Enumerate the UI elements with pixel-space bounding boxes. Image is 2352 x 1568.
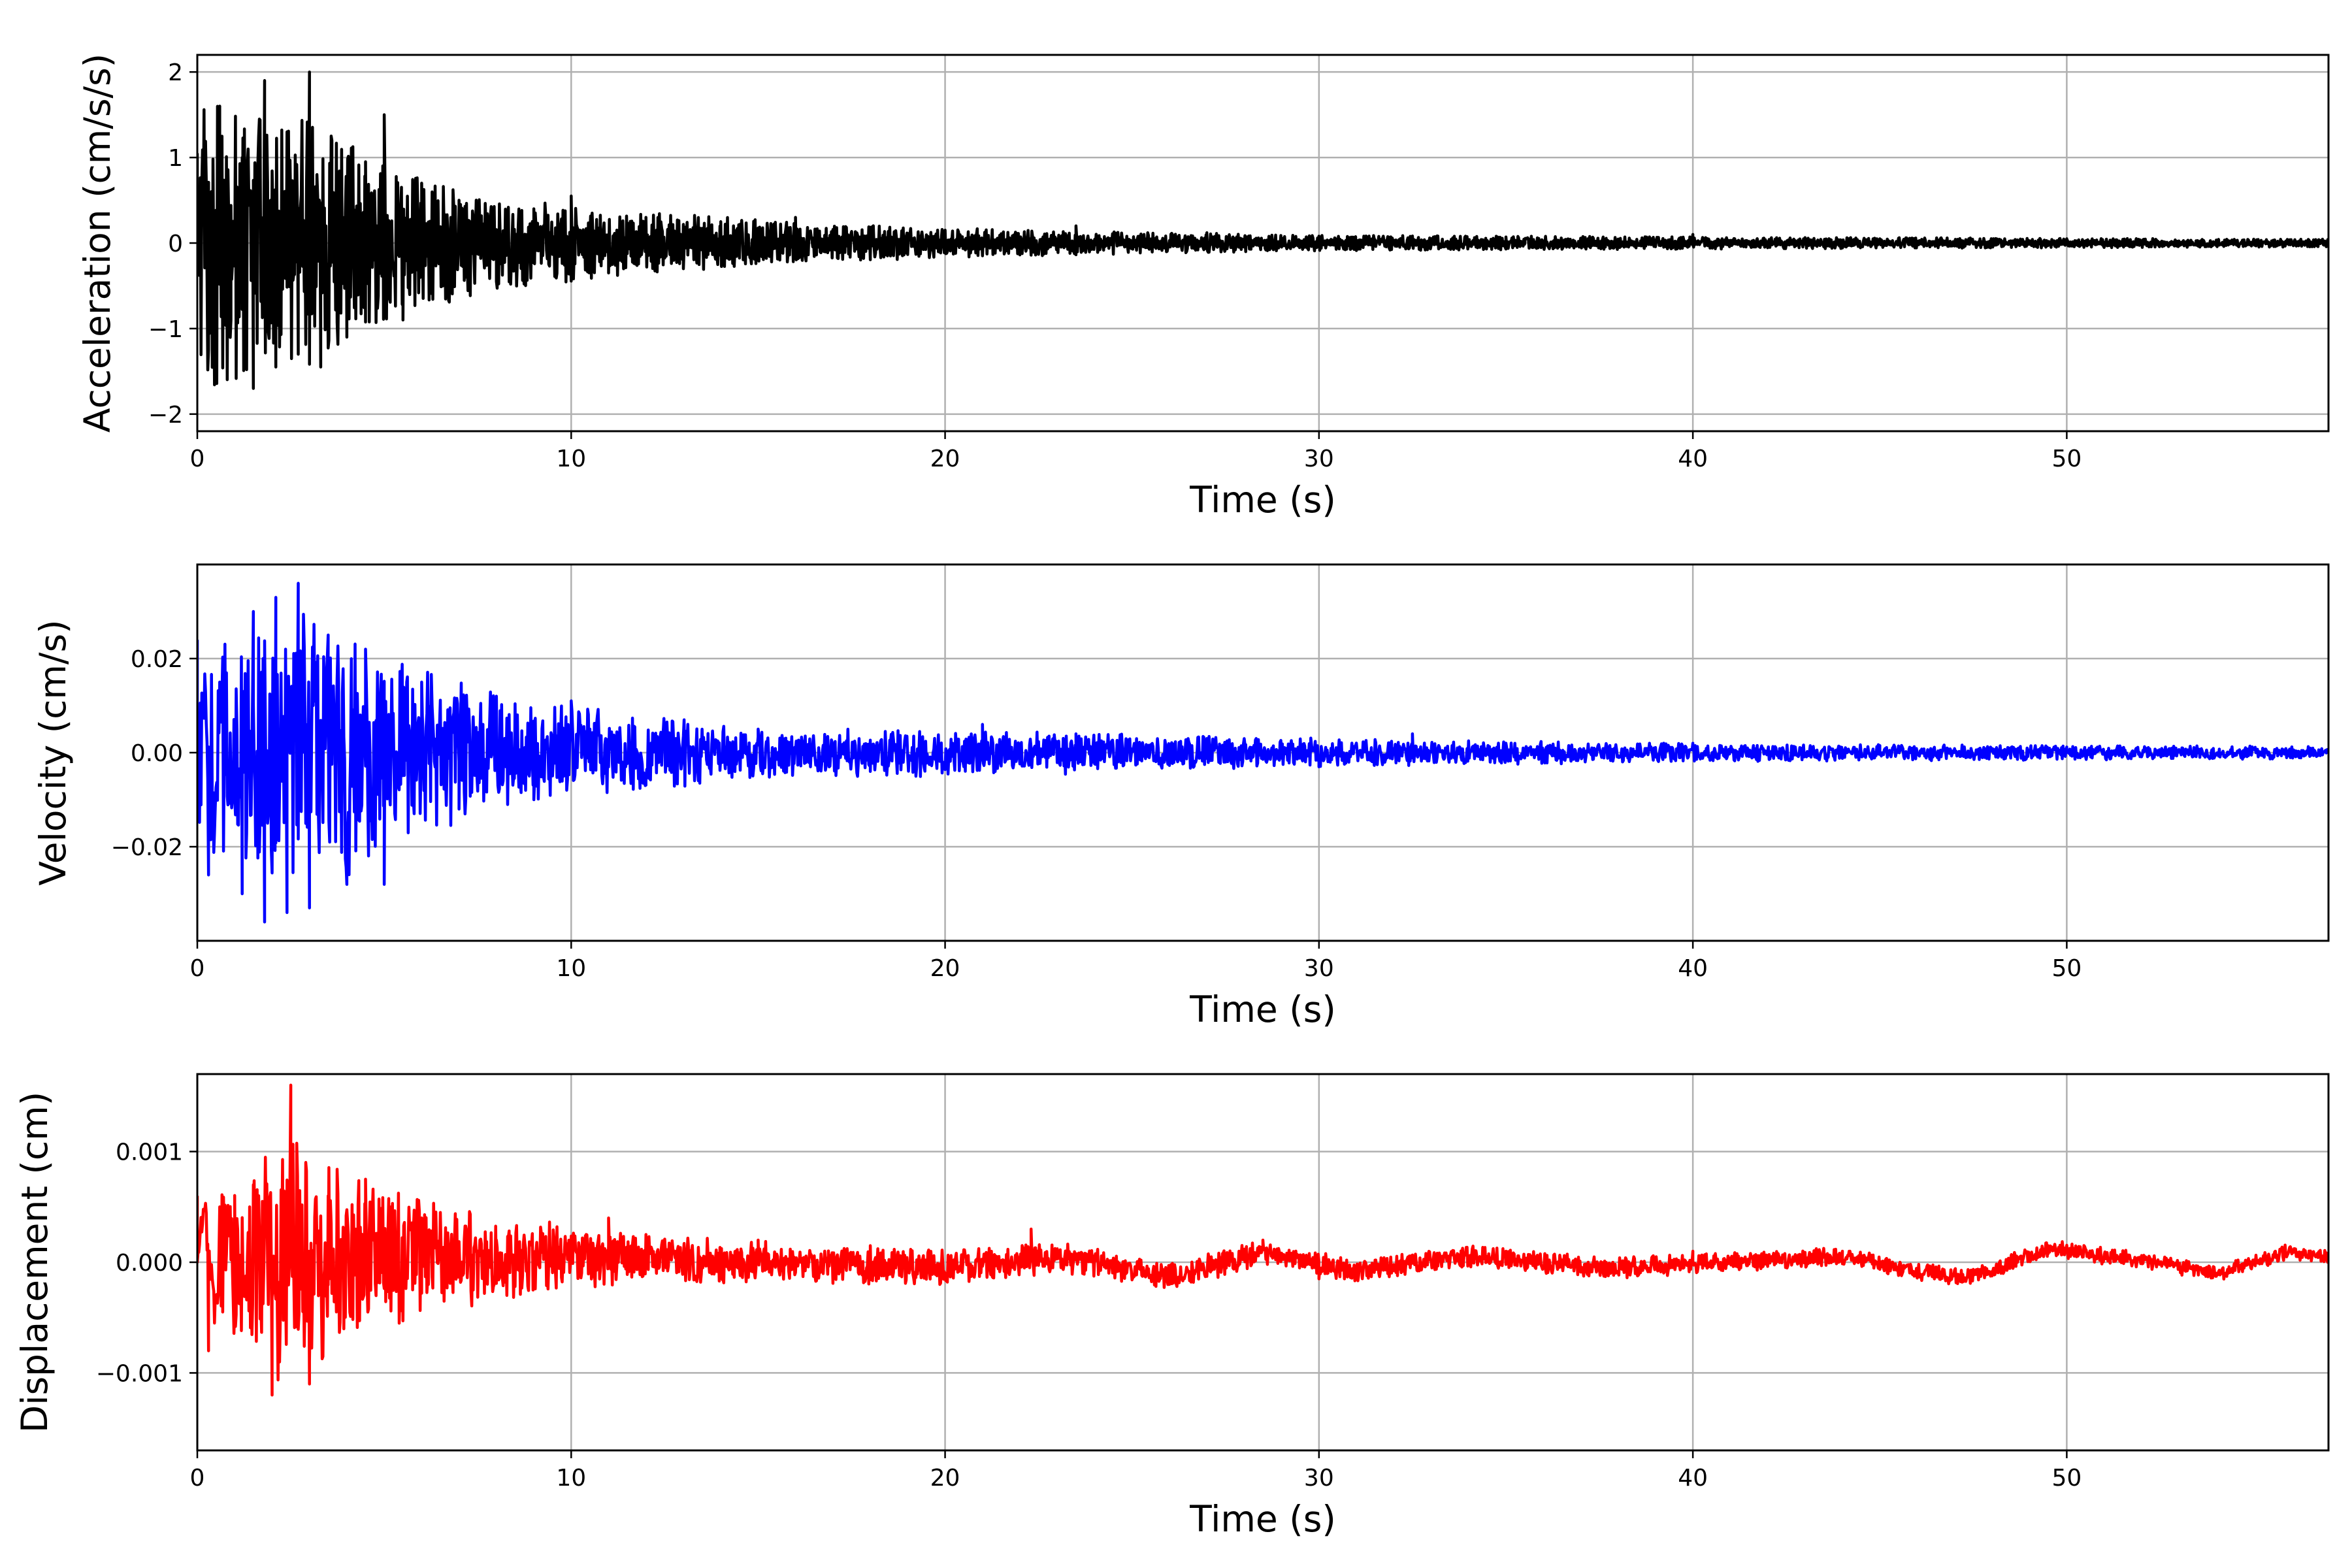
displacement-y-axis-label: Displacement (cm) bbox=[14, 1092, 56, 1433]
displacement-x-tick-label: 30 bbox=[1304, 1465, 1334, 1492]
displacement-y-tick-label: −0.001 bbox=[96, 1360, 183, 1387]
velocity-x-tick-label: 30 bbox=[1304, 955, 1334, 982]
acceleration-y-tick-label: 2 bbox=[168, 59, 183, 86]
velocity-series-line bbox=[197, 581, 2328, 924]
displacement-y-tick-label: 0.000 bbox=[116, 1250, 183, 1277]
acceleration-panel: 0 10 20 30 40 50 −2 −1 0 1 2 Time (s) Acceleration (… bbox=[76, 54, 2330, 521]
velocity-x-tick-label: 20 bbox=[930, 955, 960, 982]
acceleration-y-tick-label: 0 bbox=[168, 231, 183, 257]
displacement-x-tick-label: 50 bbox=[2051, 1465, 2082, 1492]
displacement-series-line bbox=[197, 1083, 2328, 1397]
velocity-x-tick-label: 40 bbox=[1678, 955, 1708, 982]
velocity-panel: 0 10 20 30 40 50 −0.02 0.00 0.02 Time (s) Velocity… bbox=[32, 563, 2330, 1030]
acceleration-x-tick-label: 10 bbox=[556, 446, 586, 472]
acceleration-y-axis-label: Acceleration (cm/s/s) bbox=[76, 54, 118, 433]
displacement-y-tick-label: 0.001 bbox=[116, 1139, 183, 1166]
displacement-x-tick-label: 10 bbox=[556, 1465, 586, 1492]
acceleration-x-tick-label: 20 bbox=[930, 446, 960, 472]
acceleration-x-tick-label: 50 bbox=[2051, 446, 2082, 472]
acceleration-y-tick-label: −1 bbox=[148, 316, 183, 343]
acceleration-x-axis-label: Time (s) bbox=[1189, 479, 1336, 521]
displacement-panel: 0 10 20 30 40 50 −0.001 0.000 0.001 Time (s) Displ… bbox=[14, 1073, 2330, 1540]
displacement-x-axis-label: Time (s) bbox=[1189, 1498, 1336, 1540]
acceleration-series-line bbox=[197, 70, 2328, 390]
velocity-x-tick-label: 10 bbox=[556, 955, 586, 982]
displacement-x-tick-label: 40 bbox=[1678, 1465, 1708, 1492]
velocity-y-tick-label: 0.02 bbox=[131, 646, 183, 673]
velocity-x-tick-label: 50 bbox=[2051, 955, 2082, 982]
acceleration-y-tick-label: 1 bbox=[168, 145, 183, 172]
displacement-x-tick-label: 20 bbox=[930, 1465, 960, 1492]
velocity-x-tick-label: 0 bbox=[190, 955, 205, 982]
displacement-x-tick-label: 0 bbox=[190, 1465, 205, 1492]
acceleration-x-tick-label: 30 bbox=[1304, 446, 1334, 472]
acceleration-y-tick-label: −2 bbox=[148, 402, 183, 429]
velocity-y-tick-label: 0.00 bbox=[131, 740, 183, 767]
velocity-y-tick-label: −0.02 bbox=[111, 834, 183, 861]
velocity-y-axis-label: Velocity (cm/s) bbox=[32, 619, 74, 885]
velocity-x-axis-label: Time (s) bbox=[1189, 988, 1336, 1030]
acceleration-x-tick-label: 0 bbox=[190, 446, 205, 472]
acceleration-x-tick-label: 40 bbox=[1678, 446, 1708, 472]
